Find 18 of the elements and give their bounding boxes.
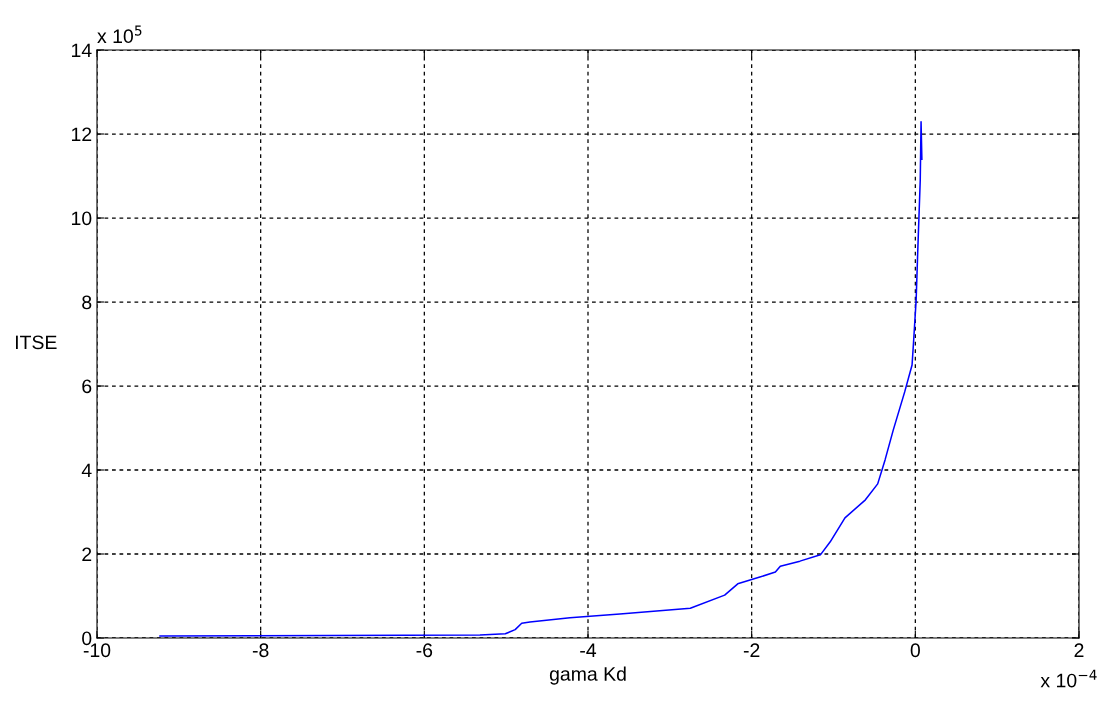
line-series [159,121,923,637]
x-tick-label: 0 [910,643,920,658]
y-tick-label: 10 [72,211,92,226]
y-axis-title: ITSE [15,335,57,350]
x-axis-title: gama Kd [549,666,626,685]
y-tick-label: 14 [72,43,92,58]
y-tick-label: 6 [82,379,92,394]
y-tick-label: 4 [81,463,92,478]
x-tick-label: 2 [1074,643,1084,657]
y-tick-label: 2 [82,547,92,562]
x-tick-label: -6 [416,643,433,658]
y-tick-label: 12 [72,127,92,142]
x-tick-label: -4 [580,643,597,657]
text: x 10$^{5}$ [97,25,142,44]
x-tick-label: -2 [743,643,760,657]
x-tick-label: -8 [252,643,269,658]
y-tick-label: 8 [82,295,92,310]
text: x 10$^{−4}$ [1040,669,1097,688]
